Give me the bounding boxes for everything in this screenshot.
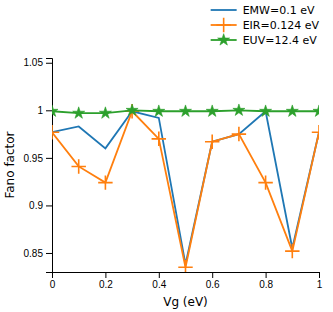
legend-swatch	[211, 9, 237, 11]
series-line	[52, 111, 319, 264]
marker	[98, 175, 112, 189]
tick-mark	[46, 158, 52, 159]
tick: 1	[317, 272, 323, 290]
axis-line	[46, 59, 53, 273]
marker	[126, 104, 138, 115]
marker	[71, 159, 85, 173]
marker	[179, 105, 191, 116]
tick-mark	[46, 63, 52, 64]
legend: EMW=0.1 eV EIR=0.124 eV EUV=12.4 eV	[211, 4, 320, 47]
legend-item: EIR=0.124 eV	[211, 18, 320, 32]
tick: 0.2	[99, 272, 113, 290]
tick-label: 0.4	[152, 279, 166, 290]
x-axis: 0 0.2 0.4 0.6 0.8 1	[50, 272, 323, 290]
marker	[232, 127, 246, 141]
series-line	[52, 111, 319, 267]
marker	[52, 125, 59, 139]
marker	[52, 105, 58, 116]
tick: 1.05	[24, 57, 52, 68]
tick: 0.95	[24, 153, 52, 164]
x-axis-title: Vg (eV)	[163, 295, 208, 309]
legend-item: EUV=12.4 eV	[211, 34, 317, 47]
legend-label: EIR=0.124 eV	[243, 19, 320, 32]
marker	[153, 105, 165, 116]
tick-mark	[46, 110, 52, 111]
tick-label: 1.05	[24, 57, 44, 68]
tick: 0.4	[152, 272, 166, 290]
tick-mark	[46, 205, 52, 206]
tick-label: 1	[317, 279, 323, 290]
marker	[260, 105, 272, 116]
marker	[313, 105, 319, 116]
marks	[52, 104, 319, 272]
marker	[286, 105, 298, 116]
legend-marker	[218, 34, 230, 45]
tick-label: 0.8	[259, 279, 273, 290]
tick: 0.8	[259, 272, 273, 290]
marker	[285, 244, 299, 258]
tick: 0.85	[24, 248, 52, 259]
chart: 0 0.2 0.4 0.6 0.8 1 0.85 0.9 0.95 1 1.05 Vg (eV) Fan…	[0, 0, 333, 312]
tick-mark	[319, 272, 320, 278]
marker	[152, 132, 166, 146]
tick-label: 0.6	[206, 279, 220, 290]
axis-line	[53, 273, 320, 279]
tick-label: 1	[37, 105, 43, 116]
tick-label: 0.85	[24, 248, 44, 259]
marker	[73, 107, 85, 118]
marker	[233, 104, 245, 115]
legend-item: EMW=0.1 eV	[211, 4, 315, 17]
marker	[205, 134, 219, 148]
legend-marker	[216, 18, 230, 32]
marker	[258, 175, 272, 189]
plot-area: 0 0.2 0.4 0.6 0.8 1 0.85 0.9 0.95 1 1.05	[24, 57, 327, 290]
tick-label: 0.95	[24, 153, 44, 164]
y-axis-title: Fano factor	[3, 131, 17, 198]
tick-mark	[46, 253, 52, 254]
series-markers	[52, 104, 319, 272]
marker	[178, 260, 192, 272]
tick: 1	[37, 105, 52, 116]
tick-label: 0.2	[99, 279, 113, 290]
tick: 0.9	[29, 200, 52, 211]
tick-label: 0.9	[29, 200, 43, 211]
marker	[99, 107, 111, 118]
y-axis: 0.85 0.9 0.95 1 1.05	[24, 57, 53, 272]
marker	[312, 125, 319, 139]
legend-label: EMW=0.1 eV	[243, 4, 315, 17]
marker	[206, 105, 218, 116]
tick-mark	[105, 272, 106, 278]
tick-label: 0	[50, 279, 56, 290]
tick: 0	[50, 272, 56, 290]
tick: 0.6	[206, 272, 220, 290]
tick-mark	[212, 272, 213, 278]
tick-mark	[266, 272, 267, 278]
tick-mark	[159, 272, 160, 278]
series-markers	[52, 104, 319, 118]
legend-label: EUV=12.4 eV	[243, 34, 317, 47]
